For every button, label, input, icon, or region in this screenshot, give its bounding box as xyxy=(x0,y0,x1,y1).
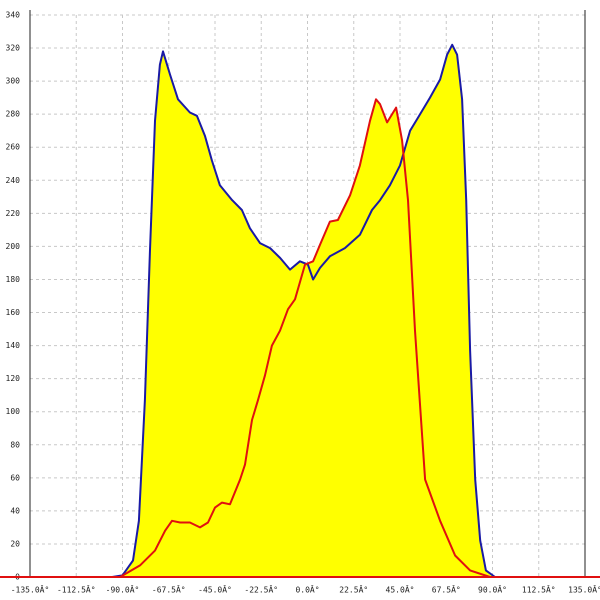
x-tick-label: -45.0Â° xyxy=(198,584,232,595)
line xyxy=(119,98,491,578)
y-tick-label: 80 xyxy=(10,440,20,449)
x-tick-label: 45.0Â° xyxy=(386,584,415,595)
x-tick-label: -67.5Â° xyxy=(152,584,186,595)
y-tick-label: 220 xyxy=(6,209,21,218)
line xyxy=(112,43,496,578)
y-tick-label: 20 xyxy=(10,539,20,548)
y-tick-label: 340 xyxy=(6,11,21,20)
x-tick-label: 22.5Â° xyxy=(339,584,368,595)
y-tick-label: 240 xyxy=(6,176,21,185)
x-tick-label: 0.0Â° xyxy=(295,584,319,595)
x-tick-label: -112.5Â° xyxy=(57,584,96,595)
x-tick-label: -90.0Â° xyxy=(106,584,140,595)
y-tick-label: 200 xyxy=(6,242,21,251)
area-fill xyxy=(120,99,490,578)
y-tick-label: 300 xyxy=(6,77,21,86)
y-tick-label: 140 xyxy=(6,341,21,350)
x-tick-label: 67.5Â° xyxy=(432,584,461,595)
x-tick-label: 135.0Â° xyxy=(568,584,600,595)
x-tick-label: -135.0Â° xyxy=(11,584,50,595)
y-tick-label: 180 xyxy=(6,275,21,284)
y-tick-label: 320 xyxy=(6,44,21,53)
y-tick-label: 260 xyxy=(6,143,21,152)
y-tick-label: 120 xyxy=(6,374,21,383)
x-tick-label: -22.5Â° xyxy=(244,584,278,595)
x-tick-label: 90.0Â° xyxy=(478,584,507,595)
y-tick-label: 60 xyxy=(10,473,20,482)
y-tick-label: 280 xyxy=(6,110,21,119)
x-tick-label: 112.5Â° xyxy=(522,584,556,595)
y-tick-label: 100 xyxy=(6,407,21,416)
y-tick-label: 40 xyxy=(10,506,20,515)
y-tick-label: 160 xyxy=(6,308,21,317)
